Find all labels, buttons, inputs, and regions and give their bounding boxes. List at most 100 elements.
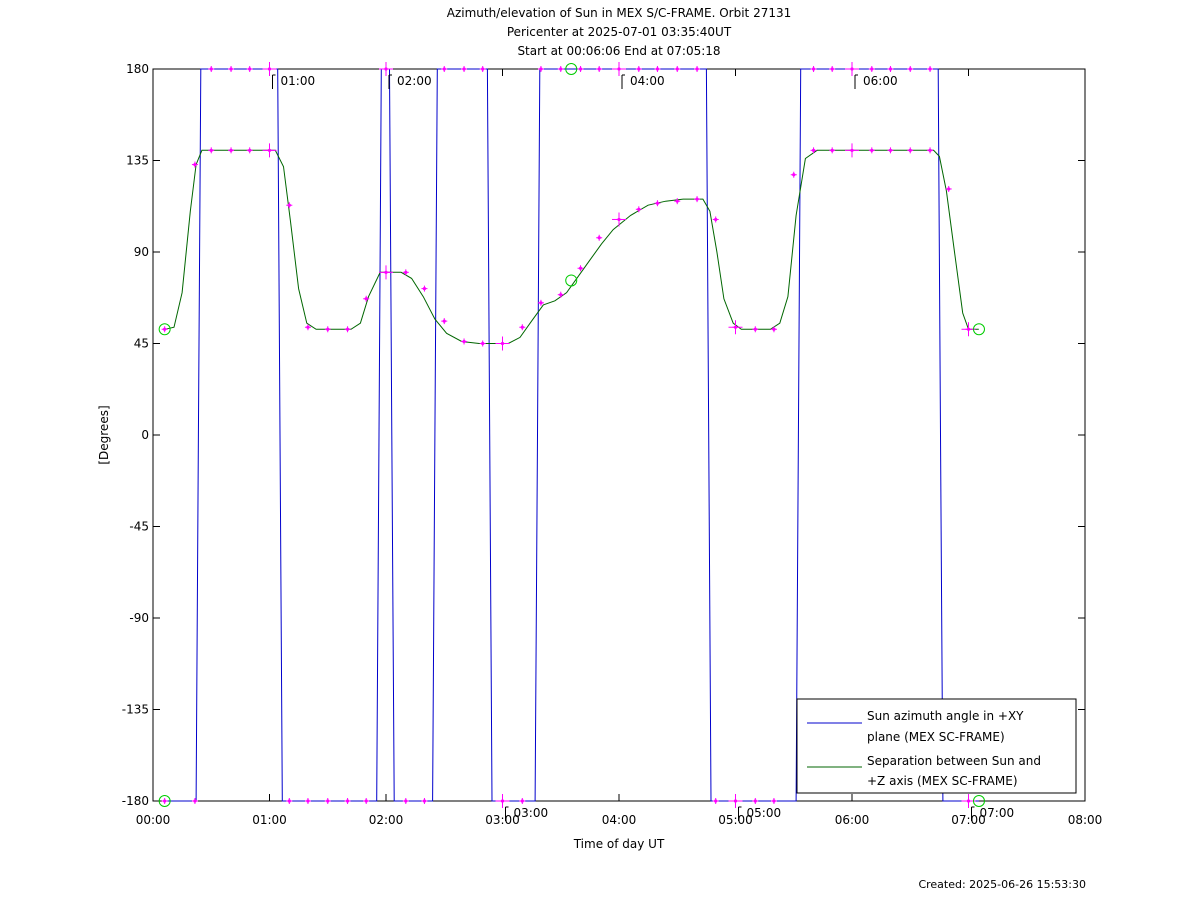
data-point-marker bbox=[402, 269, 409, 276]
hour-annotation-label: 02:00 bbox=[397, 74, 432, 88]
x-tick-label: 03:00 bbox=[485, 813, 520, 827]
data-point-marker bbox=[927, 66, 934, 72]
x-tick-label: 07:00 bbox=[951, 813, 986, 827]
data-point-marker bbox=[770, 326, 777, 333]
data-point-marker bbox=[363, 295, 370, 302]
data-point-marker bbox=[596, 234, 603, 241]
y-tick-label: 45 bbox=[134, 337, 149, 351]
y-tick-label: -135 bbox=[122, 703, 149, 717]
data-point-marker bbox=[286, 798, 293, 804]
hour-cross-marker bbox=[262, 143, 277, 158]
hour-cross-marker bbox=[262, 62, 277, 76]
data-point-marker bbox=[907, 66, 914, 72]
data-point-marker bbox=[461, 338, 468, 345]
hour-annotation-label: 04:00 bbox=[630, 74, 665, 88]
x-tick-label: 00:00 bbox=[136, 813, 171, 827]
data-point-marker bbox=[810, 66, 817, 72]
data-point-marker bbox=[907, 147, 914, 154]
plot-area-frame bbox=[152, 68, 1086, 802]
data-point-marker bbox=[557, 66, 564, 72]
legend-box bbox=[796, 698, 1077, 794]
data-point-marker bbox=[577, 265, 584, 272]
hour-annotation-label: 01:00 bbox=[281, 74, 316, 88]
data-point-marker bbox=[887, 147, 894, 154]
data-point-marker bbox=[770, 798, 777, 804]
x-tick-label: 02:00 bbox=[369, 813, 404, 827]
created-timestamp: Created: 2025-06-26 15:53:30 bbox=[918, 878, 1086, 891]
data-point-marker bbox=[421, 798, 428, 804]
hour-annotation: 07:00 bbox=[971, 806, 1014, 821]
y-tick-label: 180 bbox=[126, 62, 149, 76]
data-point-marker bbox=[519, 798, 526, 804]
data-point-marker bbox=[479, 340, 486, 347]
hour-cross-marker bbox=[495, 794, 510, 808]
data-point-marker bbox=[246, 147, 253, 154]
legend: Sun azimuth angle in +XY plane (MEX SC-F… bbox=[796, 698, 1077, 794]
x-tick-label: 05:00 bbox=[718, 813, 753, 827]
series-layer bbox=[164, 68, 979, 802]
legend-label-azimuth-line-1: Sun azimuth angle in +XY bbox=[867, 709, 1024, 723]
y-axis: 180 135 90 45 0 -45 -90 -135 -180 bbox=[122, 62, 1085, 808]
data-point-marker bbox=[304, 324, 311, 331]
data-point-marker bbox=[402, 798, 409, 804]
event-circle-marker bbox=[158, 795, 171, 807]
hour-cross-marker bbox=[845, 143, 859, 158]
data-point-marker bbox=[363, 798, 370, 804]
data-point-marker bbox=[752, 798, 759, 804]
y-axis-label: [Degrees] bbox=[97, 405, 111, 464]
data-point-marker bbox=[790, 171, 797, 178]
event-circle-marker bbox=[972, 795, 985, 807]
data-point-marker bbox=[208, 66, 215, 72]
data-point-marker bbox=[161, 326, 168, 333]
data-point-marker bbox=[752, 326, 759, 333]
data-point-marker bbox=[479, 66, 486, 72]
data-point-marker bbox=[557, 291, 564, 298]
hour-cross-marker bbox=[379, 62, 393, 76]
x-tick-label: 01:00 bbox=[252, 813, 287, 827]
hour-cross-marker bbox=[379, 265, 393, 280]
event-circle-marker bbox=[972, 323, 985, 336]
data-point-marker bbox=[191, 798, 198, 804]
data-point-marker bbox=[674, 66, 681, 72]
data-point-marker bbox=[694, 66, 701, 72]
y-tick-label: 135 bbox=[126, 154, 149, 168]
data-point-marker bbox=[945, 185, 952, 192]
x-axis-label: Time of day UT bbox=[573, 837, 665, 851]
data-point-marker bbox=[441, 318, 448, 325]
data-point-marker bbox=[712, 216, 719, 223]
y-tick-label: -180 bbox=[122, 794, 149, 808]
data-point-marker bbox=[191, 161, 198, 168]
x-axis: 00:00 01:00 02:00 03:00 04:00 05:00 06:00 07:00… bbox=[136, 69, 1102, 827]
data-point-marker bbox=[654, 200, 661, 207]
data-point-marker bbox=[304, 798, 311, 804]
hour-annotation-label: 05:00 bbox=[747, 806, 782, 820]
data-point-marker bbox=[712, 798, 719, 804]
y-tick-label: -45 bbox=[129, 520, 149, 534]
chart-title-line-2: Pericenter at 2025-07-01 03:35:40UT bbox=[507, 25, 732, 39]
legend-label-separation-line-2: +Z axis (MEX SC-FRAME) bbox=[867, 774, 1018, 788]
data-point-marker bbox=[887, 66, 894, 72]
chart-title-line-3: Start at 00:06:06 End at 07:05:18 bbox=[517, 44, 720, 58]
data-point-marker bbox=[694, 196, 701, 203]
hour-cross-marker bbox=[728, 794, 743, 808]
hour-cross-marker bbox=[612, 62, 626, 76]
hour-annotation: 04:00 bbox=[621, 74, 665, 89]
chart-title-line-1: Azimuth/elevation of Sun in MEX S/C-FRAM… bbox=[447, 6, 792, 20]
event-circle-marker bbox=[158, 323, 171, 336]
data-point-marker bbox=[324, 798, 331, 804]
data-point-marker bbox=[596, 66, 603, 72]
series-line-azimuth bbox=[164, 68, 979, 802]
data-point-marker bbox=[635, 206, 642, 213]
hour-annotation-label: 03:00 bbox=[514, 806, 549, 820]
data-point-marker bbox=[829, 66, 836, 72]
event-circle-marker bbox=[565, 63, 578, 75]
hour-cross-marker bbox=[728, 320, 743, 335]
y-tick-label: 90 bbox=[134, 245, 149, 259]
data-point-marker bbox=[810, 147, 817, 154]
hour-annotation: 01:00 bbox=[272, 74, 316, 89]
data-point-marker bbox=[461, 66, 468, 72]
legend-label-separation-line-1: Separation between Sun and bbox=[867, 754, 1041, 768]
data-point-marker bbox=[246, 66, 253, 72]
data-point-marker bbox=[228, 66, 235, 72]
